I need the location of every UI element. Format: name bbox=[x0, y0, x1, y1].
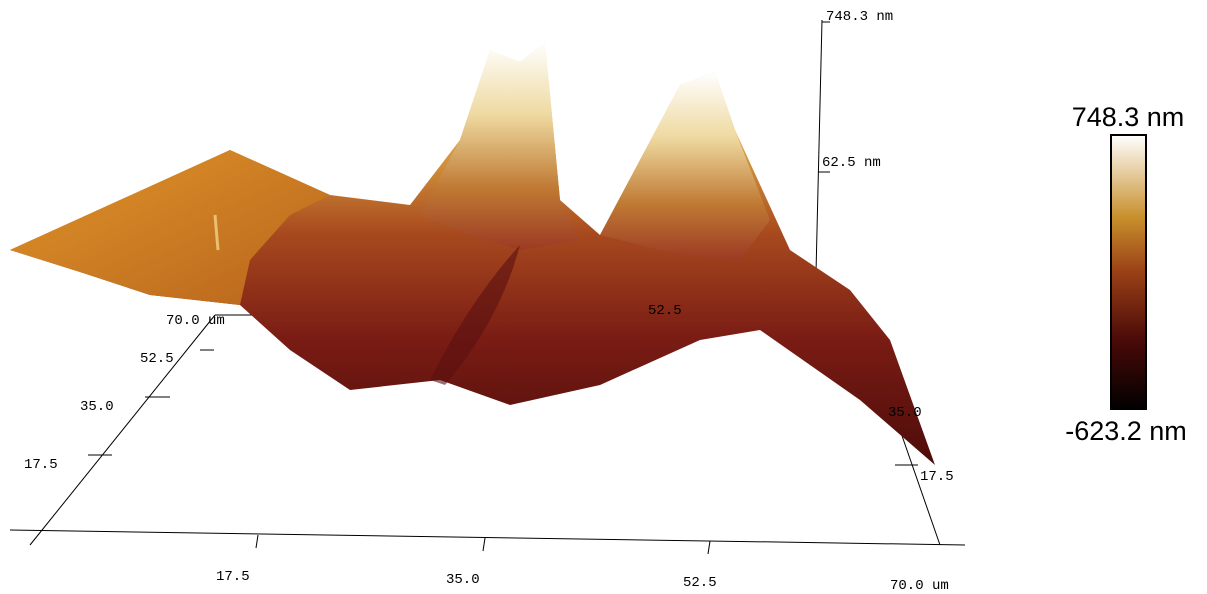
spike bbox=[213, 214, 220, 251]
bottom-tick bbox=[255, 534, 259, 549]
left-label: 35.0 bbox=[80, 399, 114, 415]
left-axis bbox=[29, 314, 216, 546]
right-label: 35.0 bbox=[888, 405, 922, 421]
bottom-label: 17.5 bbox=[216, 569, 250, 585]
right-label: 17.5 bbox=[920, 469, 954, 485]
color-bar-max: 748.3 nm bbox=[1072, 102, 1185, 132]
bottom-tick bbox=[482, 537, 486, 552]
peak-left bbox=[420, 42, 580, 250]
left-label: 52.5 bbox=[140, 351, 174, 367]
color-bar-min: -623.2 nm bbox=[1065, 416, 1187, 446]
z-axis bbox=[814, 19, 823, 316]
z-label: 62.5 nm bbox=[822, 155, 881, 171]
right-label: 52.5 bbox=[648, 303, 682, 319]
bottom-label: 35.0 bbox=[446, 572, 480, 588]
surface bbox=[10, 42, 935, 465]
bottom-tick bbox=[707, 540, 711, 555]
left-label: 70.0 um bbox=[166, 313, 225, 329]
z-label: 748.3 nm bbox=[826, 9, 893, 25]
bottom-label: 52.5 bbox=[683, 575, 717, 591]
peak-right bbox=[600, 72, 770, 260]
color-bar bbox=[1110, 134, 1147, 410]
ridge bbox=[430, 245, 520, 385]
front-axis bbox=[9, 529, 966, 546]
plateau bbox=[10, 150, 330, 305]
left-label: 17.5 bbox=[24, 457, 58, 473]
bottom-label: 70.0 um bbox=[890, 578, 949, 594]
